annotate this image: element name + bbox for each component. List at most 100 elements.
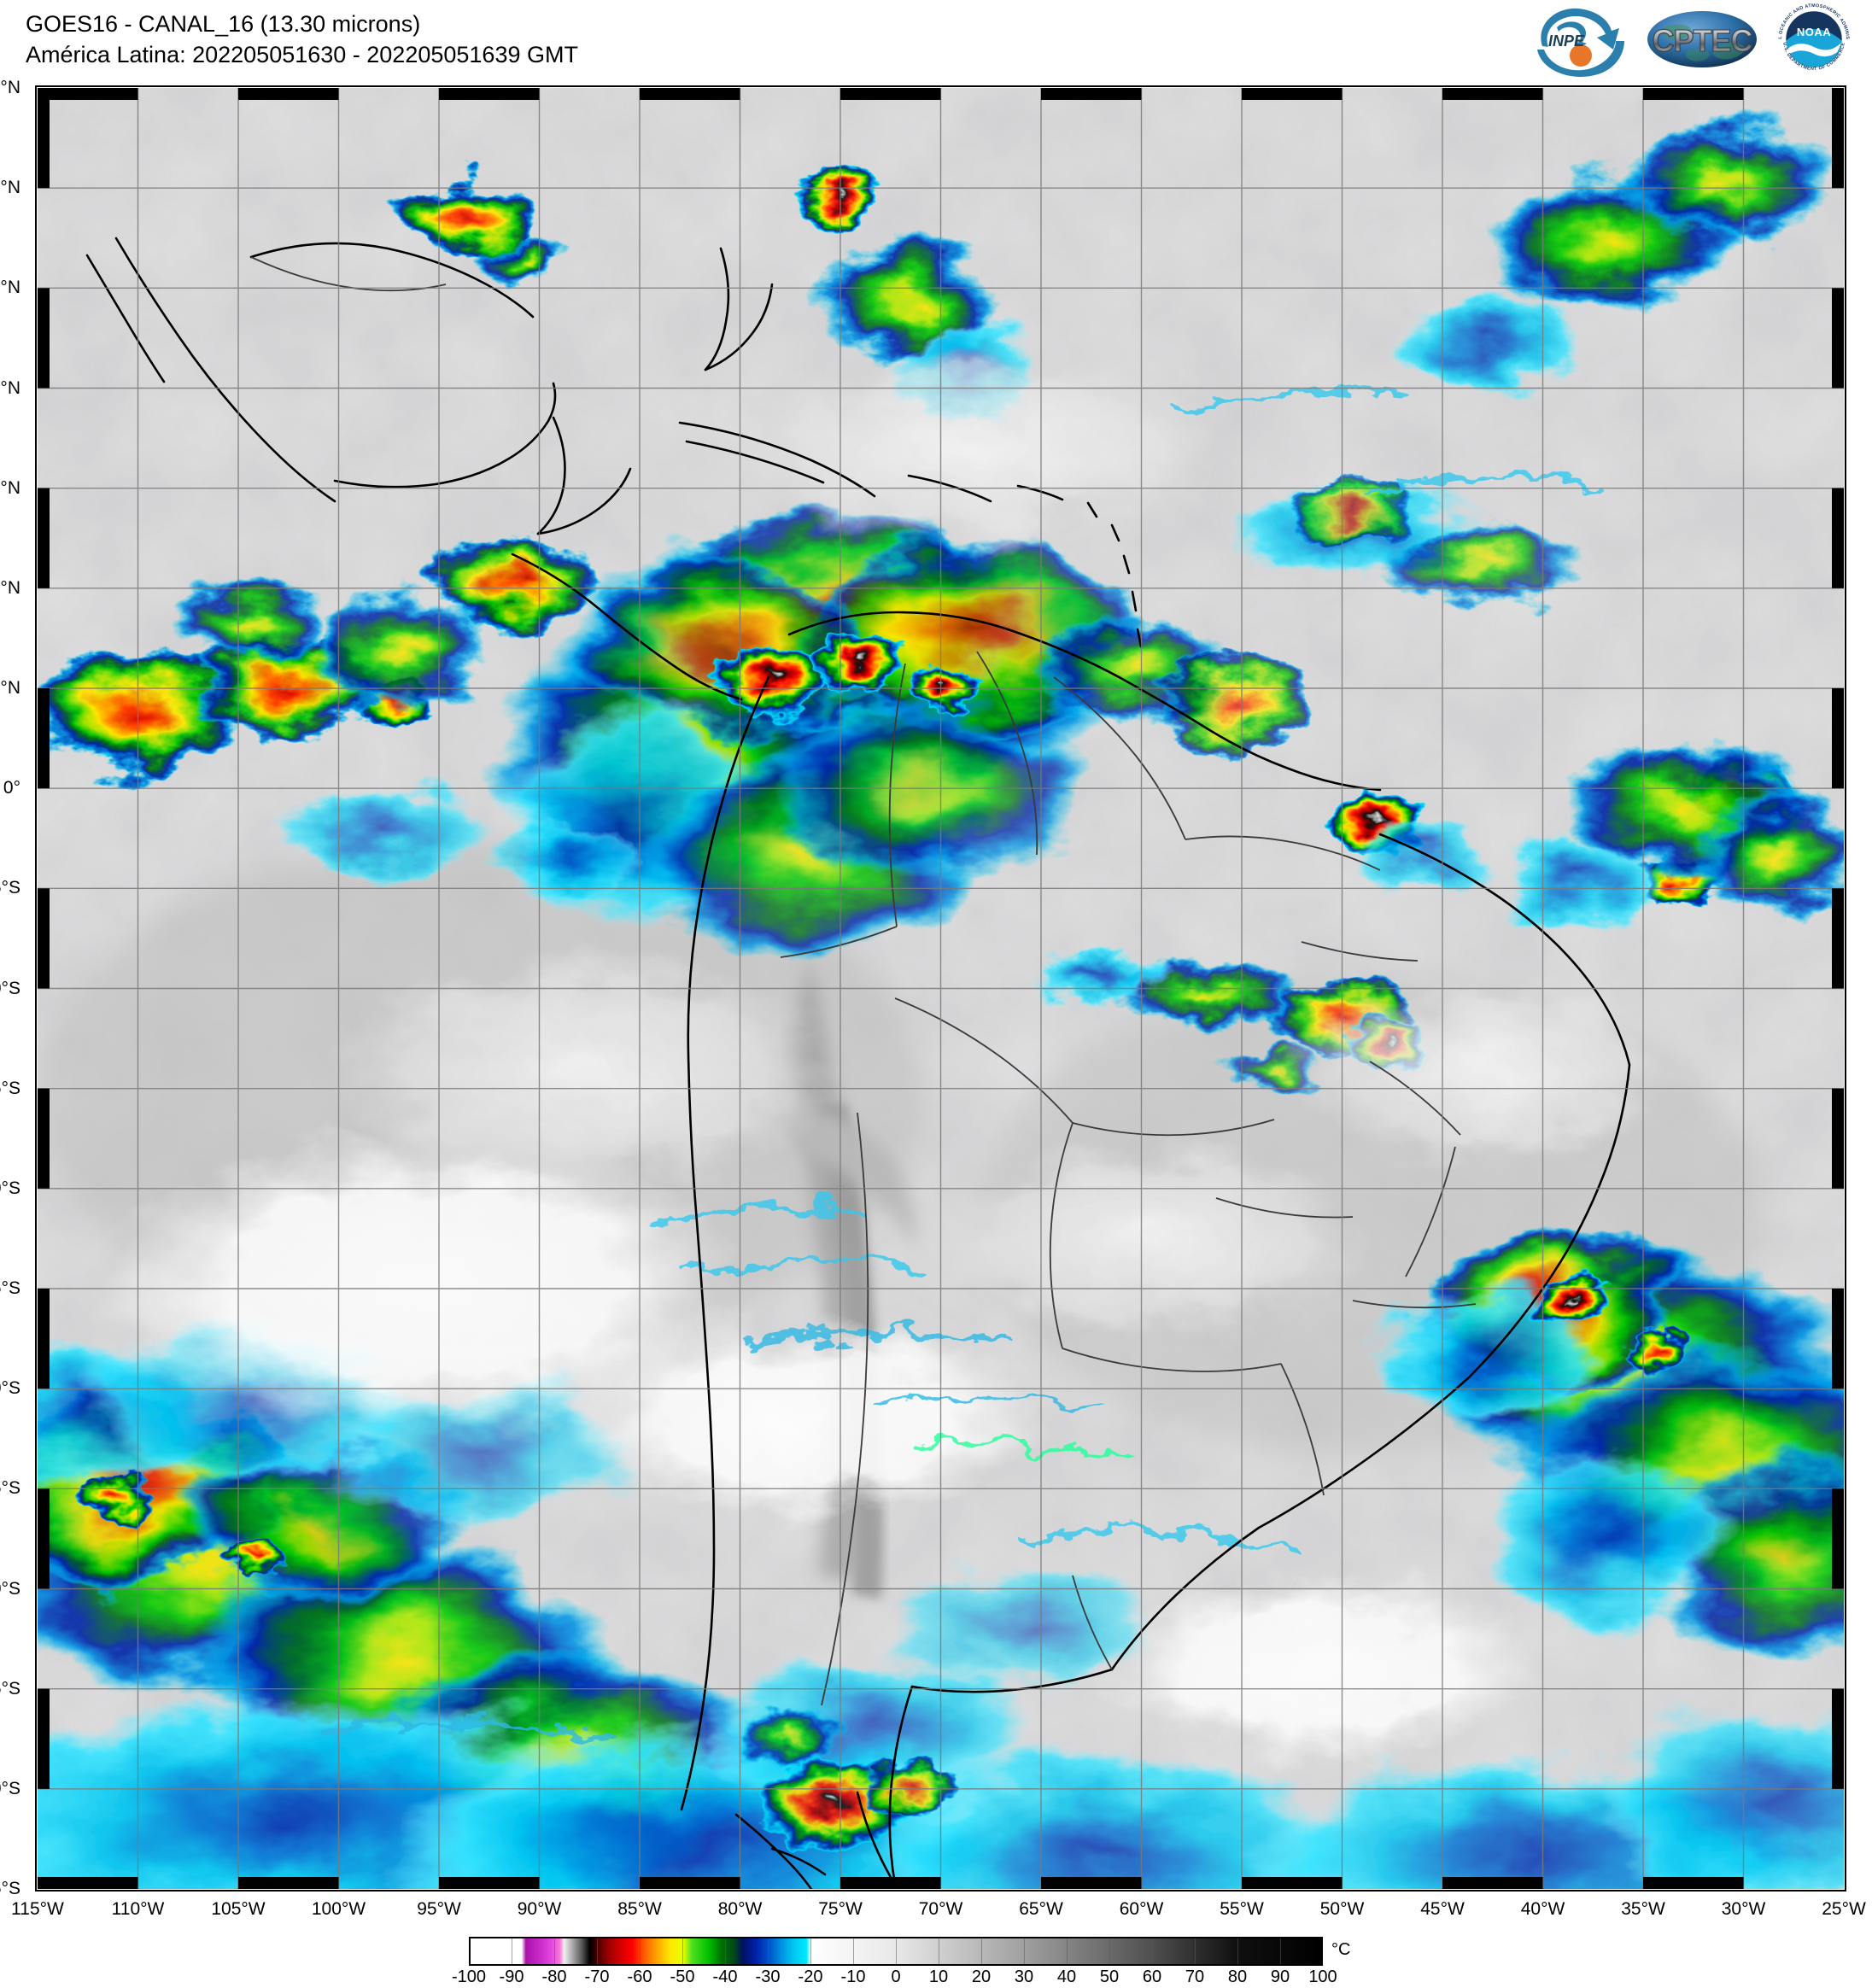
noaa-logo: NATIONAL OCEANIC AND ATMOSPHERIC ADMINIS… bbox=[1773, 0, 1853, 83]
colorbar-separator bbox=[597, 1938, 598, 1964]
lat-tick-label: 40°S bbox=[0, 1578, 20, 1599]
colorbar-tick-label: 80 bbox=[1227, 1968, 1248, 1986]
colorbar-separator bbox=[1109, 1938, 1110, 1964]
colorbar-separator bbox=[768, 1938, 769, 1964]
colorbar-separator bbox=[1195, 1938, 1196, 1964]
colorbar-tick-label: 60 bbox=[1142, 1968, 1162, 1986]
svg-text:INPE: INPE bbox=[1548, 32, 1585, 50]
colorbar-tick-label: 10 bbox=[928, 1968, 949, 1986]
patagonia-convection bbox=[738, 1707, 956, 1851]
lat-tick-label: 5°S bbox=[0, 878, 20, 898]
lat-tick-label: 30°N bbox=[0, 178, 20, 198]
lat-tick-label: 25°N bbox=[0, 278, 20, 298]
colorbar-tick-label: 100 bbox=[1308, 1968, 1337, 1986]
lat-tick-label: 20°S bbox=[0, 1178, 20, 1198]
colorbar-separator bbox=[554, 1938, 555, 1964]
lon-tick-label: 85°W bbox=[617, 1899, 662, 1919]
lat-tick-label: 50°S bbox=[0, 1778, 20, 1798]
lon-tick-label: 105°W bbox=[211, 1899, 266, 1919]
lat-tick-label: 35°N bbox=[0, 78, 20, 97]
colorbar-tick-label: 50 bbox=[1099, 1968, 1120, 1986]
colorbar-tick-label: -20 bbox=[798, 1968, 823, 1986]
lat-tick-label: 15°S bbox=[0, 1078, 20, 1098]
colorbar-unit-label: °C bbox=[1331, 1940, 1351, 1959]
lon-tick-label: 30°W bbox=[1721, 1899, 1766, 1919]
title-line-region-time: América Latina: 202205051630 - 202205051… bbox=[26, 42, 578, 67]
colorbar-tick-label: 20 bbox=[971, 1968, 992, 1986]
lon-tick-label: 25°W bbox=[1822, 1899, 1866, 1919]
lat-tick-label: 55°S bbox=[0, 1879, 20, 1898]
header: GOES16 - CANAL_16 (13.30 microns) Améric… bbox=[0, 0, 1872, 85]
satellite-map[interactable] bbox=[35, 85, 1846, 1892]
lon-tick-label: 100°W bbox=[311, 1899, 366, 1919]
colorbar-tick-label: 70 bbox=[1185, 1968, 1205, 1986]
colorbar-tick-label: -30 bbox=[755, 1968, 781, 1986]
colorbar-separator bbox=[810, 1938, 811, 1964]
lon-tick-label: 35°W bbox=[1621, 1899, 1665, 1919]
lon-tick-label: 75°W bbox=[818, 1899, 863, 1919]
colorbar-tick-label: 90 bbox=[1270, 1968, 1290, 1986]
cptec-logo: CPTEC bbox=[1645, 6, 1759, 77]
lat-tick-label: 35°S bbox=[0, 1478, 20, 1499]
map-gridlines bbox=[38, 88, 1844, 1889]
cirrus-streaks bbox=[307, 388, 1612, 1748]
lon-tick-label: 115°W bbox=[11, 1899, 64, 1919]
stratus-decks bbox=[97, 344, 1694, 1762]
logo-strip: INPE bbox=[1530, 0, 1853, 83]
map-border-ticks bbox=[35, 85, 1846, 1892]
inpe-logo: INPE bbox=[1530, 2, 1629, 81]
coastlines bbox=[85, 237, 1631, 1889]
lat-tick-label: 10°N bbox=[0, 577, 20, 598]
colorbar-separator bbox=[1024, 1938, 1025, 1964]
svg-text:CPTEC: CPTEC bbox=[1652, 23, 1752, 58]
colorbar-tick-label: -70 bbox=[584, 1968, 610, 1986]
colorbar-tick-label: -50 bbox=[670, 1968, 695, 1986]
lon-tick-label: 65°W bbox=[1019, 1899, 1063, 1919]
lon-tick-label: 45°W bbox=[1420, 1899, 1465, 1919]
colorbar-tick-label: -60 bbox=[627, 1968, 652, 1986]
svg-text:NOAA: NOAA bbox=[1797, 26, 1831, 38]
colorbar-separator bbox=[682, 1938, 683, 1964]
colorbar-separator bbox=[1280, 1938, 1281, 1964]
colorbar-tick-label: -10 bbox=[840, 1968, 866, 1986]
lat-tick-label: 25°S bbox=[0, 1278, 20, 1298]
lon-tick-label: 90°W bbox=[517, 1899, 562, 1919]
lon-tick-label: 80°W bbox=[717, 1899, 763, 1919]
lat-tick-label: 45°S bbox=[0, 1678, 20, 1699]
satellite-imagery bbox=[38, 88, 1844, 1889]
colorbar-separator bbox=[640, 1938, 641, 1964]
lon-tick-label: 95°W bbox=[417, 1899, 461, 1919]
colorbar-separator bbox=[896, 1938, 897, 1964]
colorbar-separator bbox=[1067, 1938, 1068, 1964]
lat-tick-label: 30°S bbox=[0, 1378, 20, 1399]
lat-tick-label: 10°S bbox=[0, 978, 20, 998]
colorbar-tick-label: -90 bbox=[499, 1968, 524, 1986]
lon-tick-label: 50°W bbox=[1319, 1899, 1365, 1919]
lon-tick-label: 110°W bbox=[111, 1899, 165, 1919]
colorbar-separator bbox=[853, 1938, 854, 1964]
title-block: GOES16 - CANAL_16 (13.30 microns) Améric… bbox=[26, 9, 578, 70]
colorbar-tick-label: -40 bbox=[712, 1968, 738, 1986]
colorbar-separator bbox=[1152, 1938, 1153, 1964]
colorbar-separator bbox=[725, 1938, 726, 1964]
colorbar-tick-label: -80 bbox=[541, 1968, 567, 1986]
colorbar-separator bbox=[981, 1938, 982, 1964]
map-canvas bbox=[38, 88, 1844, 1889]
lon-tick-label: 60°W bbox=[1119, 1899, 1164, 1919]
lat-tick-label: 20°N bbox=[0, 377, 20, 398]
colorbar-tick-label: 0 bbox=[891, 1968, 901, 1986]
country-borders bbox=[250, 256, 1477, 1706]
title-line-product: GOES16 - CANAL_16 (13.30 microns) bbox=[26, 11, 421, 37]
colorbar-tick-label: 40 bbox=[1056, 1968, 1077, 1986]
lat-tick-label: 15°N bbox=[0, 477, 20, 498]
lat-tick-label: 5°N bbox=[0, 678, 20, 698]
colorbar-separator bbox=[1237, 1938, 1238, 1964]
sw-atlantic-cores bbox=[1532, 1275, 1686, 1372]
lon-tick-label: 70°W bbox=[918, 1899, 963, 1919]
east-pacific-itcz bbox=[38, 532, 644, 895]
colorbar: °C -100 -90 -80 -70 -60 -50 -40 -30 -20 -10 0 10 20 3… bbox=[452, 1937, 1350, 1986]
lon-tick-label: 40°W bbox=[1520, 1899, 1565, 1919]
lat-tick-label: 0° bbox=[3, 778, 20, 798]
colorbar-tick-label: -100 bbox=[451, 1968, 487, 1986]
lon-tick-label: 55°W bbox=[1220, 1899, 1264, 1919]
